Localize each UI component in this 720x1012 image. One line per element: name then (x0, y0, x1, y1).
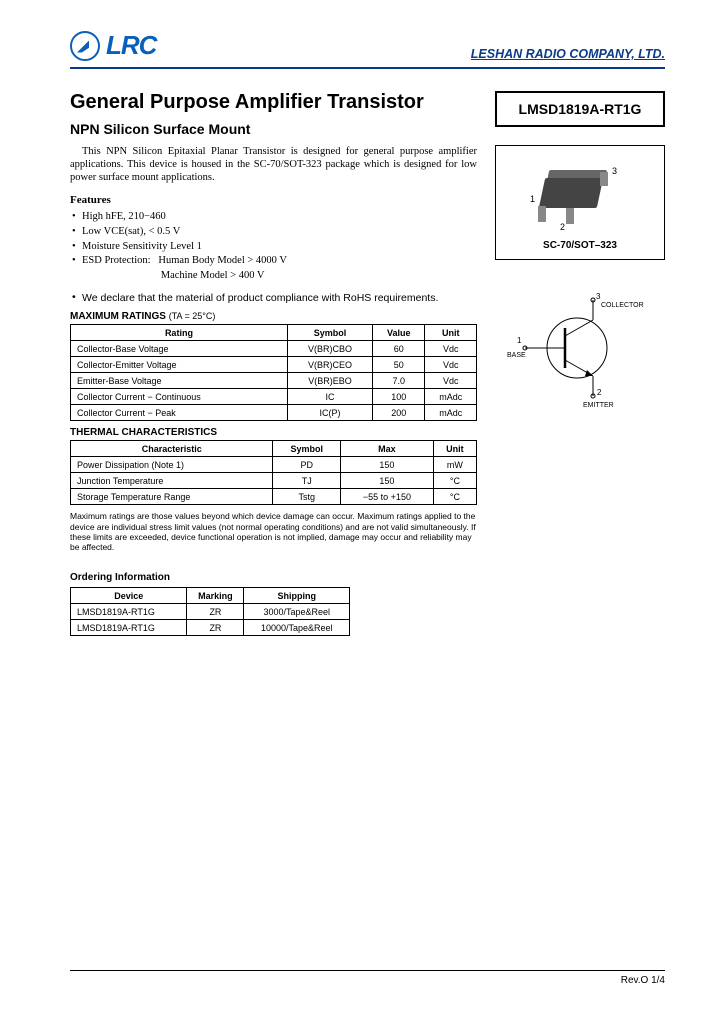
pin2-label: 2 (560, 222, 565, 232)
left-column: General Purpose Amplifier Transistor NPN… (70, 91, 477, 642)
sch-base-label: BASE (507, 352, 526, 359)
intro-text: This NPN Silicon Epitaxial Planar Transi… (70, 145, 477, 184)
revision-page: Rev.O 1/4 (621, 975, 665, 986)
table-row: Collector Current − ContinuousIC100mAdc (71, 389, 477, 405)
table-row: Collector-Base VoltageV(BR)CBO60Vdc (71, 341, 477, 357)
sch-pin1: 1 (517, 336, 521, 345)
col-symbol: Symbol (273, 441, 341, 457)
col-rating: Rating (71, 325, 288, 341)
table-row: Collector-Emitter VoltageV(BR)CEO50Vdc (71, 357, 477, 373)
col-char: Characteristic (71, 441, 273, 457)
max-condition: (TA = 25°C) (169, 311, 216, 321)
pin1-label: 1 (530, 194, 535, 204)
logo-text: LRC (106, 30, 156, 61)
table-row: LMSD1819A-RT1GZR3000/Tape&Reel (71, 604, 350, 620)
right-column: LMSD1819A-RT1G 1 2 3 SC-70/SOT–323 (495, 91, 665, 642)
col-max: Max (341, 441, 434, 457)
feature-item: Moisture Sensitivity Level 1 (70, 240, 477, 255)
ratings-note: Maximum ratings are those values beyond … (70, 511, 477, 552)
thermal-title: THERMAL CHARACTERISTICS (70, 427, 477, 438)
table-row: Storage Temperature RangeTstg−55 to +150… (71, 489, 477, 505)
logo-icon (70, 31, 100, 61)
features-heading: Features (70, 194, 477, 206)
ordering-table: DeviceMarkingShipping LMSD1819A-RT1GZR30… (70, 587, 350, 636)
table-row: Collector Current − PeakIC(P)200mAdc (71, 405, 477, 421)
rohs-statement: We declare that the material of product … (70, 292, 477, 306)
pin3-label: 3 (612, 166, 617, 176)
page-subtitle: NPN Silicon Surface Mount (70, 121, 477, 137)
feature-item: Low VCE(sat), < 0.5 V (70, 225, 477, 240)
transistor-schematic-icon: 3 COLLECTOR 1 BASE 2 EMITTER (505, 286, 655, 416)
table-row: Emitter-Base VoltageV(BR)EBO7.0Vdc (71, 373, 477, 389)
page-header: LRC LESHAN RADIO COMPANY, LTD. (70, 30, 665, 69)
page-footer: Rev.O 1/4 (70, 970, 665, 986)
sch-emitter-label: EMITTER (583, 402, 614, 409)
max-ratings-table: RatingSymbolValueUnit Collector-Base Vol… (70, 324, 477, 421)
col-unit: Unit (433, 441, 476, 457)
col-value: Value (373, 325, 425, 341)
feature-item: High hFE, 210−460 (70, 210, 477, 225)
package-icon: 1 2 3 (504, 154, 656, 236)
package-box: 1 2 3 SC-70/SOT–323 (495, 145, 665, 260)
company-name: LESHAN RADIO COMPANY, LTD. (471, 47, 665, 61)
max-ratings-title: MAXIMUM RATINGS (TA = 25°C) (70, 311, 477, 322)
col-shipping: Shipping (244, 588, 350, 604)
table-row: LMSD1819A-RT1GZR10000/Tape&Reel (71, 620, 350, 636)
logo: LRC (70, 30, 156, 61)
sch-pin3: 3 (596, 292, 600, 301)
features-list: High hFE, 210−460 Low VCE(sat), < 0.5 V … (70, 210, 477, 283)
col-symbol: Symbol (287, 325, 372, 341)
content-area: General Purpose Amplifier Transistor NPN… (70, 91, 665, 642)
page-title: General Purpose Amplifier Transistor (70, 91, 477, 113)
table-row: Junction TemperatureTJ150°C (71, 473, 477, 489)
col-device: Device (71, 588, 187, 604)
col-marking: Marking (187, 588, 244, 604)
sch-pin2: 2 (597, 388, 601, 397)
thermal-table: CharacteristicSymbolMaxUnit Power Dissip… (70, 440, 477, 505)
col-unit: Unit (425, 325, 477, 341)
table-row: Power Dissipation (Note 1)PD150mW (71, 457, 477, 473)
package-label: SC-70/SOT–323 (504, 240, 656, 251)
feature-item: ESD Protection: Human Body Model > 4000 … (70, 254, 477, 283)
part-number-box: LMSD1819A-RT1G (495, 91, 665, 127)
max-title-text: MAXIMUM RATINGS (70, 311, 166, 322)
ordering-heading: Ordering Information (70, 572, 477, 583)
sch-collector-label: COLLECTOR (601, 302, 644, 309)
